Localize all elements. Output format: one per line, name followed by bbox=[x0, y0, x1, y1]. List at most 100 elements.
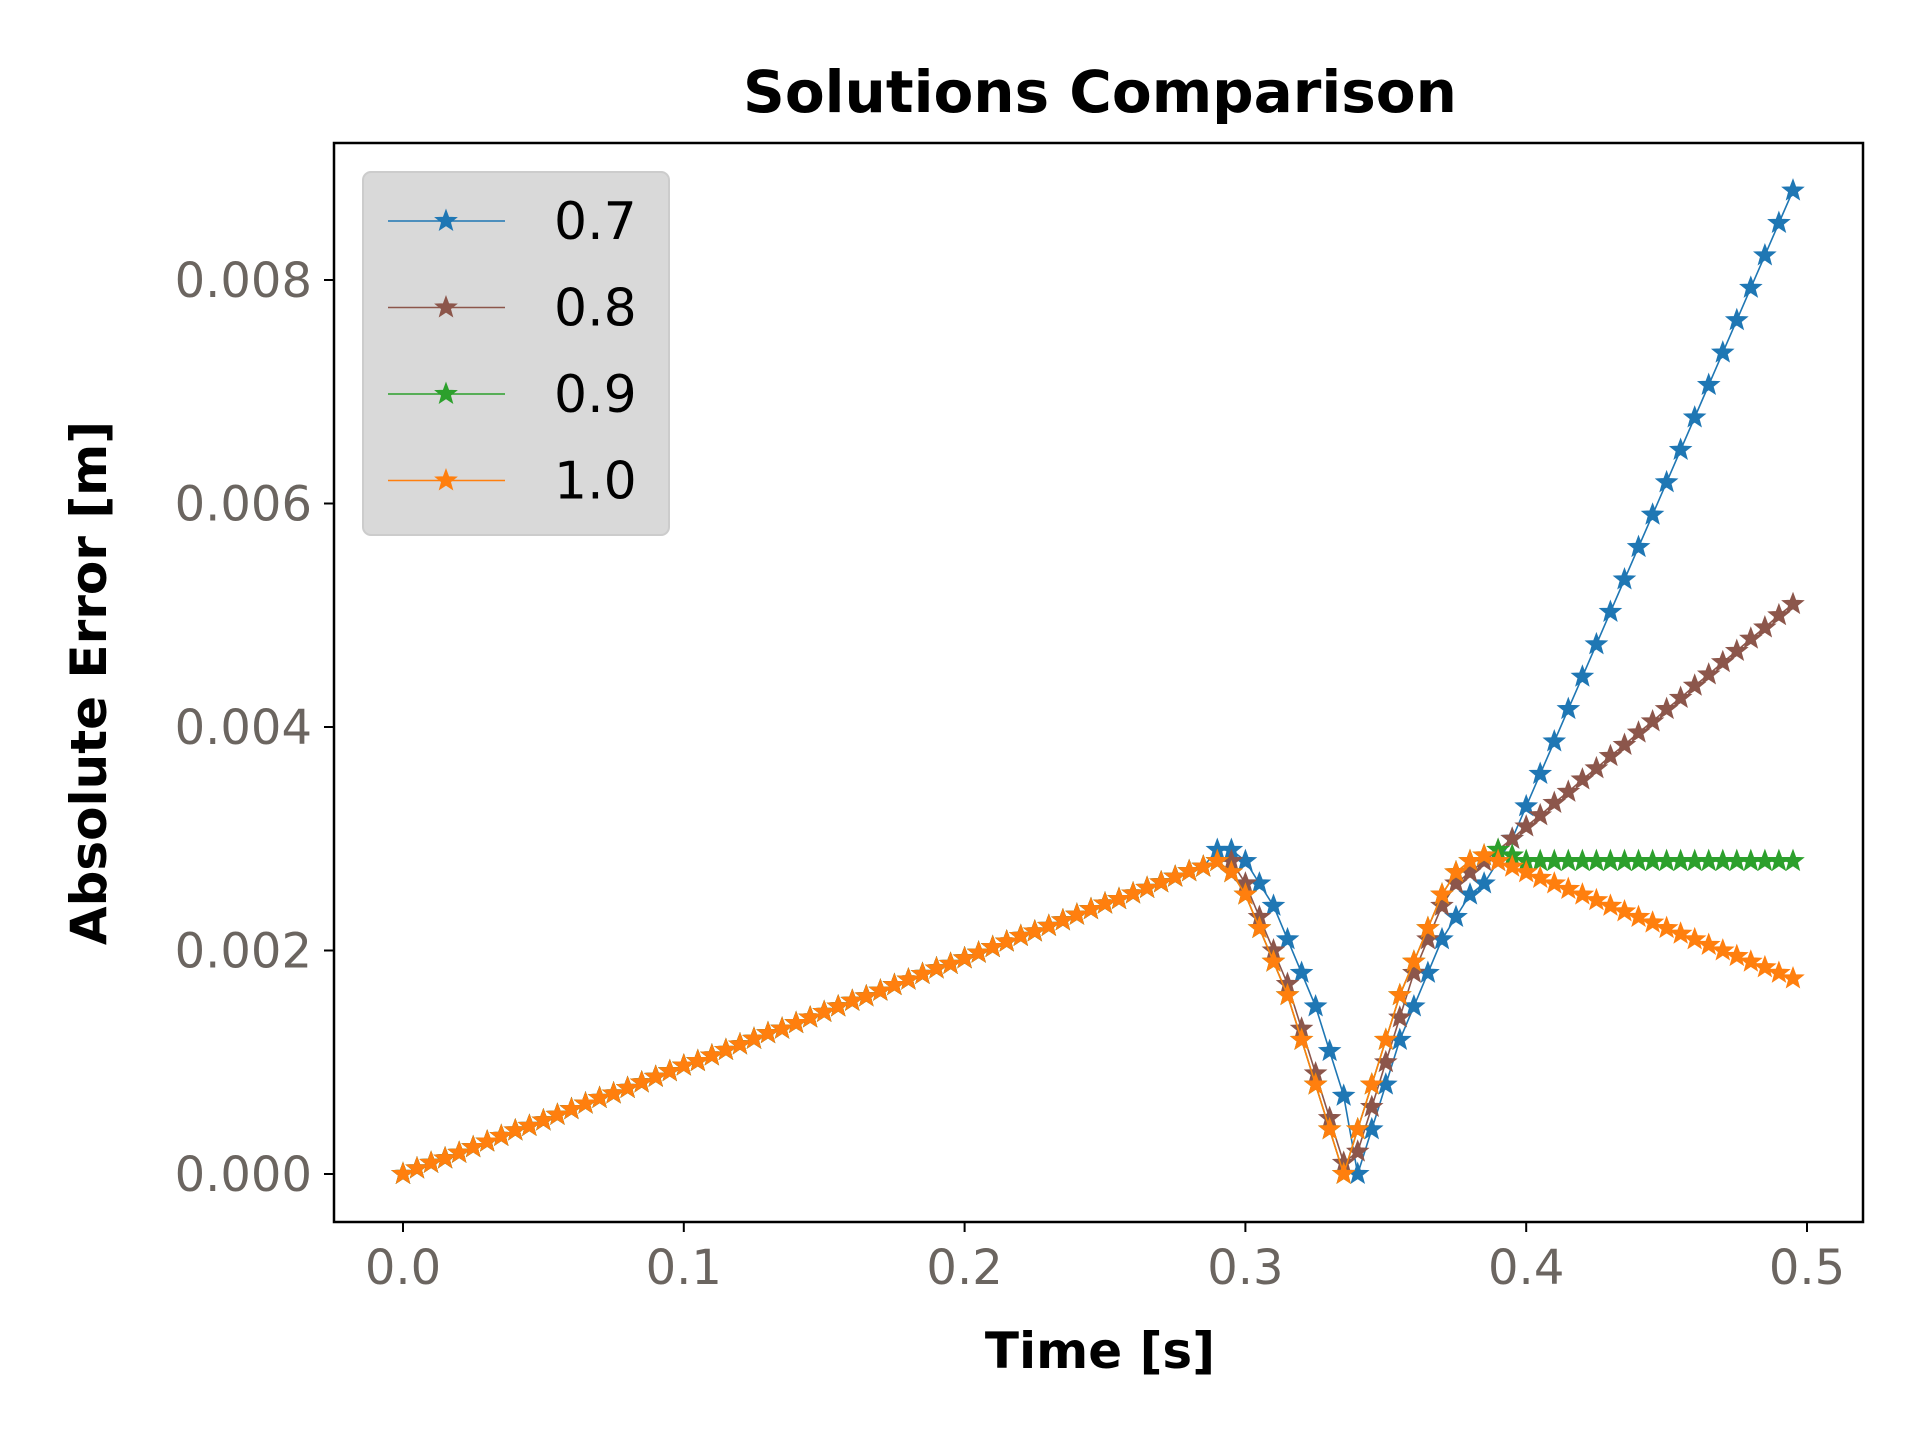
data-point bbox=[1781, 965, 1805, 989]
star-marker-icon bbox=[434, 381, 458, 405]
star-marker-icon bbox=[434, 295, 458, 318]
data-point bbox=[671, 1053, 696, 1076]
data-point bbox=[405, 1155, 429, 1179]
data-point bbox=[1612, 567, 1637, 590]
data-point bbox=[1191, 854, 1216, 877]
x-tick-label: 0.2 bbox=[926, 1240, 1002, 1296]
data-point bbox=[1107, 886, 1131, 910]
y-tick-label: 0.004 bbox=[175, 700, 312, 756]
data-point bbox=[1781, 178, 1805, 201]
data-point bbox=[517, 1113, 542, 1136]
data-point bbox=[391, 1161, 415, 1185]
legend-label: 0.7 bbox=[554, 192, 637, 252]
data-point bbox=[994, 929, 1019, 952]
data-point bbox=[1163, 864, 1188, 887]
data-point bbox=[1388, 982, 1412, 1006]
data-point bbox=[629, 1069, 654, 1093]
data-point bbox=[1753, 242, 1777, 266]
data-point bbox=[1753, 954, 1777, 978]
data-point bbox=[700, 1043, 724, 1066]
data-point bbox=[1430, 882, 1454, 905]
data-point bbox=[840, 988, 865, 1011]
data-point bbox=[1626, 904, 1651, 928]
series-0.9 bbox=[391, 837, 1805, 1185]
data-point bbox=[686, 1048, 710, 1072]
data-point bbox=[531, 1107, 556, 1131]
data-point bbox=[1345, 1116, 1370, 1140]
x-axis-label: Time [s] bbox=[985, 1322, 1215, 1380]
x-tick-label: 0.5 bbox=[1769, 1240, 1845, 1296]
data-point bbox=[461, 1134, 486, 1158]
data-point bbox=[559, 1096, 584, 1120]
data-point bbox=[1121, 881, 1145, 904]
data-point bbox=[643, 1064, 668, 1087]
data-point bbox=[1542, 729, 1567, 752]
legend-entry: 1.0 bbox=[388, 452, 637, 512]
series-1.0 bbox=[391, 843, 1805, 1185]
axes-frame bbox=[332, 141, 1865, 1224]
data-point bbox=[966, 940, 991, 963]
data-point bbox=[1556, 876, 1581, 900]
data-point bbox=[910, 961, 935, 985]
data-point bbox=[1008, 923, 1033, 947]
data-point bbox=[1022, 919, 1047, 942]
data-point bbox=[1739, 949, 1763, 972]
data-point bbox=[1724, 307, 1749, 331]
data-point bbox=[1416, 915, 1440, 939]
data-point bbox=[798, 1005, 822, 1028]
legend-label: 1.0 bbox=[554, 452, 637, 512]
data-point bbox=[1275, 926, 1300, 950]
data-point bbox=[868, 978, 893, 1001]
data-point bbox=[503, 1117, 528, 1141]
y-tick-label: 0.000 bbox=[175, 1147, 312, 1203]
data-point bbox=[1331, 1161, 1356, 1185]
data-point bbox=[545, 1102, 570, 1125]
data-point bbox=[1724, 943, 1749, 967]
data-point bbox=[1514, 793, 1539, 817]
data-point bbox=[1739, 275, 1763, 298]
data-point bbox=[1682, 405, 1707, 428]
legend-label: 0.8 bbox=[554, 279, 637, 339]
data-point bbox=[756, 1020, 780, 1044]
data-point bbox=[1668, 437, 1693, 460]
data-point bbox=[1317, 1116, 1342, 1140]
data-point bbox=[1205, 848, 1230, 872]
data-point bbox=[1219, 859, 1244, 883]
legend-entry: 0.8 bbox=[388, 279, 637, 339]
data-point bbox=[1430, 893, 1454, 916]
data-point bbox=[1767, 960, 1791, 983]
legend-entry: 0.7 bbox=[388, 192, 637, 252]
data-point bbox=[1696, 932, 1721, 955]
y-axis: 0.000 0.002 0.004 0.006 0.008 bbox=[175, 253, 334, 1203]
data-point bbox=[1584, 887, 1609, 911]
data-point bbox=[1781, 848, 1805, 872]
data-point bbox=[1051, 907, 1075, 931]
data-point bbox=[1317, 1038, 1342, 1062]
data-point bbox=[1402, 949, 1426, 972]
data-point bbox=[1093, 891, 1117, 914]
data-point bbox=[1528, 761, 1553, 784]
data-point bbox=[1640, 910, 1665, 933]
data-point bbox=[657, 1058, 682, 1082]
data-point bbox=[587, 1085, 612, 1109]
data-point bbox=[1345, 1139, 1370, 1162]
legend-entry: 0.9 bbox=[388, 365, 637, 425]
data-point bbox=[1444, 904, 1468, 928]
data-point bbox=[1289, 960, 1314, 983]
data-point bbox=[1570, 882, 1595, 905]
data-point bbox=[1135, 875, 1159, 898]
data-point bbox=[447, 1140, 471, 1163]
data-point bbox=[1402, 960, 1426, 983]
data-point bbox=[419, 1150, 443, 1173]
data-point bbox=[1598, 599, 1623, 622]
data-point bbox=[980, 934, 1005, 958]
data-point bbox=[1528, 865, 1553, 888]
data-point bbox=[1373, 1049, 1398, 1073]
x-tick-label: 0.0 bbox=[365, 1240, 441, 1296]
data-point bbox=[1359, 1072, 1384, 1095]
data-point bbox=[1331, 1083, 1356, 1106]
data-point bbox=[1303, 1072, 1328, 1095]
data-point bbox=[601, 1081, 626, 1104]
x-tick-label: 0.1 bbox=[646, 1240, 722, 1296]
data-point bbox=[1261, 949, 1286, 972]
